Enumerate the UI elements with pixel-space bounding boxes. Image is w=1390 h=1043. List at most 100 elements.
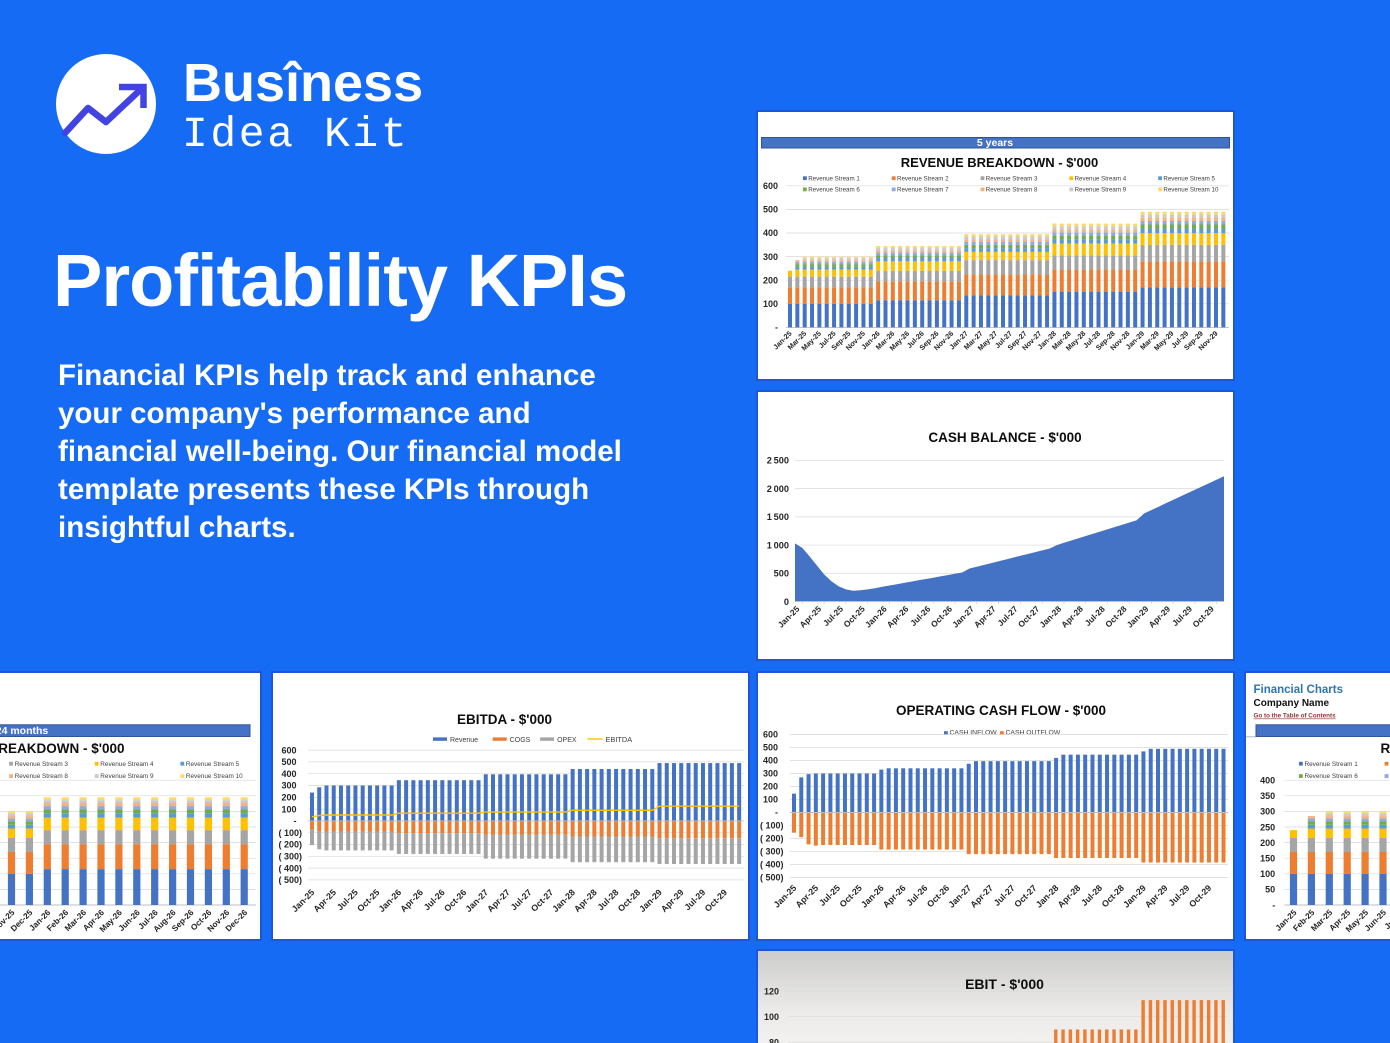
svg-text:Jan-26: Jan-26 bbox=[376, 887, 403, 914]
svg-text:200: 200 bbox=[763, 275, 778, 285]
svg-text:Apr-26: Apr-26 bbox=[398, 887, 425, 914]
svg-text:120: 120 bbox=[764, 986, 779, 996]
svg-text:REVENUE BREAKDOWN - $'000: REVENUE BREAKDOWN - $'000 bbox=[0, 741, 124, 756]
svg-text:100: 100 bbox=[281, 804, 296, 814]
svg-text:CASH OUTFLOW: CASH OUTFLOW bbox=[1006, 730, 1061, 737]
svg-text:Apr-27: Apr-27 bbox=[972, 603, 998, 629]
svg-text:OPERATING CASH FLOW - $'000: OPERATING CASH FLOW - $'000 bbox=[896, 703, 1106, 718]
svg-text:Revenue Stream 1: Revenue Stream 1 bbox=[808, 175, 860, 182]
svg-text:100: 100 bbox=[764, 1012, 779, 1022]
svg-text:Go to the Table of Contents: Go to the Table of Contents bbox=[1253, 713, 1336, 720]
svg-text:Apr-29: Apr-29 bbox=[658, 887, 685, 914]
svg-text:Oct-29: Oct-29 bbox=[1187, 883, 1214, 910]
svg-text:100: 100 bbox=[1260, 869, 1275, 879]
svg-text:Revenue Stream 4: Revenue Stream 4 bbox=[100, 761, 154, 768]
svg-text:Jul-28: Jul-28 bbox=[1083, 603, 1107, 627]
svg-text:Oct-25: Oct-25 bbox=[837, 883, 864, 910]
svg-text:Jul-26: Jul-26 bbox=[908, 603, 932, 627]
svg-text:600: 600 bbox=[281, 745, 296, 755]
svg-text:Jan-26: Jan-26 bbox=[863, 603, 889, 629]
svg-text:Jan-26: Jan-26 bbox=[859, 883, 886, 910]
svg-text:Revenue Stream 9: Revenue Stream 9 bbox=[1075, 187, 1127, 194]
svg-text:Jan-25: Jan-25 bbox=[772, 883, 799, 910]
svg-text:400: 400 bbox=[763, 756, 778, 766]
svg-text:Revenue Stream 3: Revenue Stream 3 bbox=[986, 175, 1038, 182]
svg-text:Oct-28: Oct-28 bbox=[1103, 603, 1129, 629]
svg-text:Jan-28: Jan-28 bbox=[1037, 603, 1063, 629]
svg-text:Jul-29: Jul-29 bbox=[1170, 603, 1194, 627]
svg-text:Oct-27: Oct-27 bbox=[1016, 603, 1042, 629]
svg-text:Jan-25: Jan-25 bbox=[776, 603, 802, 629]
svg-text:Revenue Stream 1: Revenue Stream 1 bbox=[1304, 761, 1358, 768]
svg-text:Jan-29: Jan-29 bbox=[637, 887, 664, 914]
svg-text:Revenue Stream 6: Revenue Stream 6 bbox=[1304, 773, 1358, 780]
svg-text:Jul-27: Jul-27 bbox=[995, 603, 1019, 627]
svg-text:Apr-28: Apr-28 bbox=[1056, 883, 1083, 910]
svg-text:Revenue Stream 10: Revenue Stream 10 bbox=[1163, 187, 1219, 194]
svg-text:( 100): ( 100) bbox=[278, 828, 302, 838]
svg-text:300: 300 bbox=[1260, 807, 1275, 817]
svg-text:50: 50 bbox=[1265, 885, 1275, 895]
svg-text:Oct-26: Oct-26 bbox=[442, 887, 469, 914]
svg-text:Revenue Stream 8: Revenue Stream 8 bbox=[986, 187, 1038, 194]
svg-text:Jan-28: Jan-28 bbox=[1034, 883, 1061, 910]
svg-text:Apr-29: Apr-29 bbox=[1146, 603, 1172, 629]
svg-text:Jan-28: Jan-28 bbox=[550, 887, 577, 914]
svg-text:Apr-28: Apr-28 bbox=[1059, 603, 1085, 629]
svg-text:( 100): ( 100) bbox=[760, 821, 784, 831]
svg-text:-: - bbox=[1272, 900, 1275, 910]
svg-text:EBIT - $'000: EBIT - $'000 bbox=[965, 976, 1044, 992]
svg-text:350: 350 bbox=[1260, 791, 1275, 801]
svg-text:0: 0 bbox=[784, 596, 789, 606]
svg-text:CASH BALANCE - $'000: CASH BALANCE - $'000 bbox=[928, 430, 1081, 445]
svg-text:Apr-26: Apr-26 bbox=[885, 603, 911, 629]
svg-text:( 400): ( 400) bbox=[278, 863, 302, 873]
svg-text:Oct-28: Oct-28 bbox=[1100, 883, 1127, 910]
svg-text:COGS: COGS bbox=[509, 737, 530, 744]
svg-text:EBITDA: EBITDA bbox=[605, 735, 632, 744]
svg-text:Revenue Stream 8: Revenue Stream 8 bbox=[14, 773, 68, 780]
svg-text:600: 600 bbox=[763, 730, 778, 740]
svg-text:500: 500 bbox=[763, 205, 778, 215]
svg-text:Revenue Stream 2: Revenue Stream 2 bbox=[897, 175, 949, 182]
svg-text:Revenue Stream 3: Revenue Stream 3 bbox=[14, 761, 68, 768]
svg-text:100: 100 bbox=[763, 795, 778, 805]
svg-text:Apr-25: Apr-25 bbox=[311, 887, 338, 914]
svg-text:REVENUE BREAKDOWN - $'000: REVENUE BREAKDOWN - $'000 bbox=[901, 155, 1098, 170]
svg-text:Oct-27: Oct-27 bbox=[528, 887, 555, 914]
svg-text:Revenue Stream 9: Revenue Stream 9 bbox=[100, 773, 154, 780]
svg-text:EBITDA - $'000: EBITDA - $'000 bbox=[457, 712, 552, 727]
svg-text:( 200): ( 200) bbox=[278, 840, 302, 850]
svg-text:400: 400 bbox=[281, 769, 296, 779]
svg-text:5 years: 5 years bbox=[977, 137, 1013, 149]
svg-text:Apr-26: Apr-26 bbox=[881, 883, 908, 910]
svg-text:Revenue Stream 7: Revenue Stream 7 bbox=[897, 187, 949, 194]
svg-text:Apr-28: Apr-28 bbox=[572, 887, 599, 914]
svg-text:Jan-29: Jan-29 bbox=[1121, 883, 1148, 910]
svg-text:Jan-27: Jan-27 bbox=[463, 887, 490, 914]
svg-text:-: - bbox=[775, 808, 778, 818]
svg-text:Revenue Stream 5: Revenue Stream 5 bbox=[1163, 175, 1215, 182]
svg-text:200: 200 bbox=[1260, 838, 1275, 848]
svg-text:2 500: 2 500 bbox=[767, 455, 789, 465]
svg-text:Jan-25: Jan-25 bbox=[289, 887, 316, 914]
svg-text:( 300): ( 300) bbox=[278, 852, 302, 862]
svg-text:150: 150 bbox=[1260, 854, 1275, 864]
svg-text:Oct-27: Oct-27 bbox=[1012, 883, 1039, 910]
svg-text:600: 600 bbox=[763, 181, 778, 191]
svg-text:250: 250 bbox=[1260, 822, 1275, 832]
svg-text:Jan-27: Jan-27 bbox=[946, 883, 973, 910]
svg-text:Oct-28: Oct-28 bbox=[615, 887, 642, 914]
svg-text:500: 500 bbox=[763, 743, 778, 753]
svg-text:( 300): ( 300) bbox=[760, 847, 784, 857]
svg-text:Apr-29: Apr-29 bbox=[1143, 883, 1170, 910]
svg-text:400: 400 bbox=[763, 228, 778, 238]
svg-text:( 500): ( 500) bbox=[278, 875, 302, 885]
svg-text:200: 200 bbox=[281, 793, 296, 803]
svg-text:Revenue Stream 4: Revenue Stream 4 bbox=[1075, 175, 1127, 182]
svg-text:-: - bbox=[293, 816, 296, 826]
svg-text:Oct-29: Oct-29 bbox=[702, 887, 729, 914]
svg-text:500: 500 bbox=[281, 757, 296, 767]
svg-text:Apr-27: Apr-27 bbox=[968, 883, 995, 910]
svg-text:Oct-29: Oct-29 bbox=[1190, 603, 1216, 629]
